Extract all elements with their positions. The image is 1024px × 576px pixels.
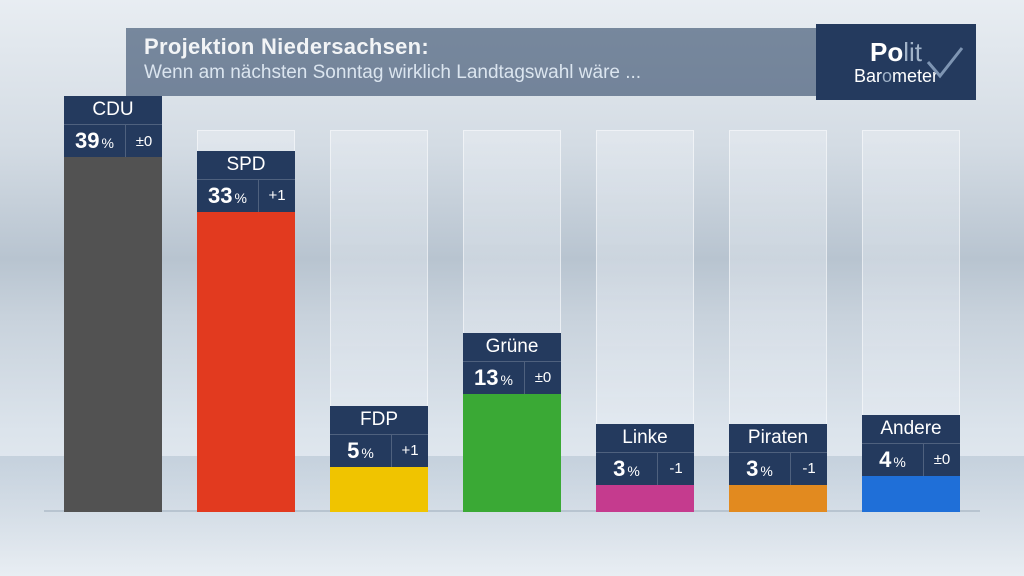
- value-number: 33: [208, 183, 232, 209]
- value-number: 4: [879, 447, 891, 473]
- value-row: 3%-1: [596, 453, 694, 485]
- value-row: 39%±0: [64, 125, 162, 157]
- percent-sign: %: [361, 445, 373, 461]
- party-name: Andere: [862, 415, 960, 444]
- value-row: 13%±0: [463, 362, 561, 394]
- delta-value: -1: [791, 453, 827, 485]
- logo-lit: lit: [903, 37, 922, 67]
- value-percent: 3%: [596, 453, 658, 485]
- party-name: Linke: [596, 424, 694, 453]
- bar-chart: CDU39%±0SPD33%+1FDP5%+1Grüne13%±0Linke3%…: [54, 130, 970, 512]
- value-percent: 39%: [64, 125, 126, 157]
- value-number: 39: [75, 128, 99, 154]
- bars-container: CDU39%±0SPD33%+1FDP5%+1Grüne13%±0Linke3%…: [54, 130, 970, 512]
- value-bar: [729, 484, 827, 512]
- bar-col-spd: SPD33%+1: [187, 130, 305, 512]
- value-row: 5%+1: [330, 435, 428, 467]
- bar-label-block: Andere4%±0: [852, 415, 970, 476]
- logo-o: o: [882, 66, 892, 86]
- party-name: CDU: [64, 96, 162, 125]
- delta-value: +1: [392, 435, 428, 467]
- value-percent: 3%: [729, 453, 791, 485]
- party-name: SPD: [197, 151, 295, 180]
- delta-value: ±0: [525, 362, 561, 394]
- bar-label-block: Piraten3%-1: [719, 424, 837, 485]
- value-percent: 5%: [330, 435, 392, 467]
- bar-label-block: FDP5%+1: [320, 406, 438, 467]
- bar-col-grüne: Grüne13%±0: [453, 130, 571, 512]
- value-bar: [862, 475, 960, 512]
- value-number: 13: [474, 365, 498, 391]
- bar-label-block: Grüne13%±0: [453, 333, 571, 394]
- value-row: 3%-1: [729, 453, 827, 485]
- percent-sign: %: [102, 135, 114, 151]
- value-bar: [596, 484, 694, 512]
- delta-value: ±0: [924, 444, 960, 476]
- value-number: 3: [746, 456, 758, 482]
- politbarometer-logo: Polit Barometer: [816, 24, 976, 100]
- delta-value: ±0: [126, 125, 162, 157]
- value-row: 4%±0: [862, 444, 960, 476]
- bar-label-block: SPD33%+1: [187, 151, 305, 212]
- value-bar: [463, 393, 561, 512]
- value-percent: 33%: [197, 180, 259, 212]
- logo-po: Po: [870, 37, 903, 67]
- value-bar: [197, 211, 295, 512]
- bar-label-block: Linke3%-1: [586, 424, 704, 485]
- value-percent: 4%: [862, 444, 924, 476]
- logo-line1: Polit: [870, 39, 922, 65]
- bar-col-linke: Linke3%-1: [586, 130, 704, 512]
- percent-sign: %: [235, 190, 247, 206]
- percent-sign: %: [501, 372, 513, 388]
- bar-col-cdu: CDU39%±0: [54, 130, 172, 512]
- percent-sign: %: [760, 463, 772, 479]
- value-bar: [64, 156, 162, 512]
- value-percent: 13%: [463, 362, 525, 394]
- percent-sign: %: [893, 454, 905, 470]
- bar-col-andere: Andere4%±0: [852, 130, 970, 512]
- bar-label-block: CDU39%±0: [54, 96, 172, 157]
- logo-bar: Bar: [854, 66, 882, 86]
- bar-col-piraten: Piraten3%-1: [719, 130, 837, 512]
- bar-col-fdp: FDP5%+1: [320, 130, 438, 512]
- delta-value: +1: [259, 180, 295, 212]
- value-number: 5: [347, 438, 359, 464]
- delta-value: -1: [658, 453, 694, 485]
- party-name: Piraten: [729, 424, 827, 453]
- party-name: FDP: [330, 406, 428, 435]
- checkmark-icon: [924, 42, 966, 84]
- value-row: 33%+1: [197, 180, 295, 212]
- party-name: Grüne: [463, 333, 561, 362]
- value-number: 3: [613, 456, 625, 482]
- percent-sign: %: [627, 463, 639, 479]
- value-bar: [330, 466, 428, 512]
